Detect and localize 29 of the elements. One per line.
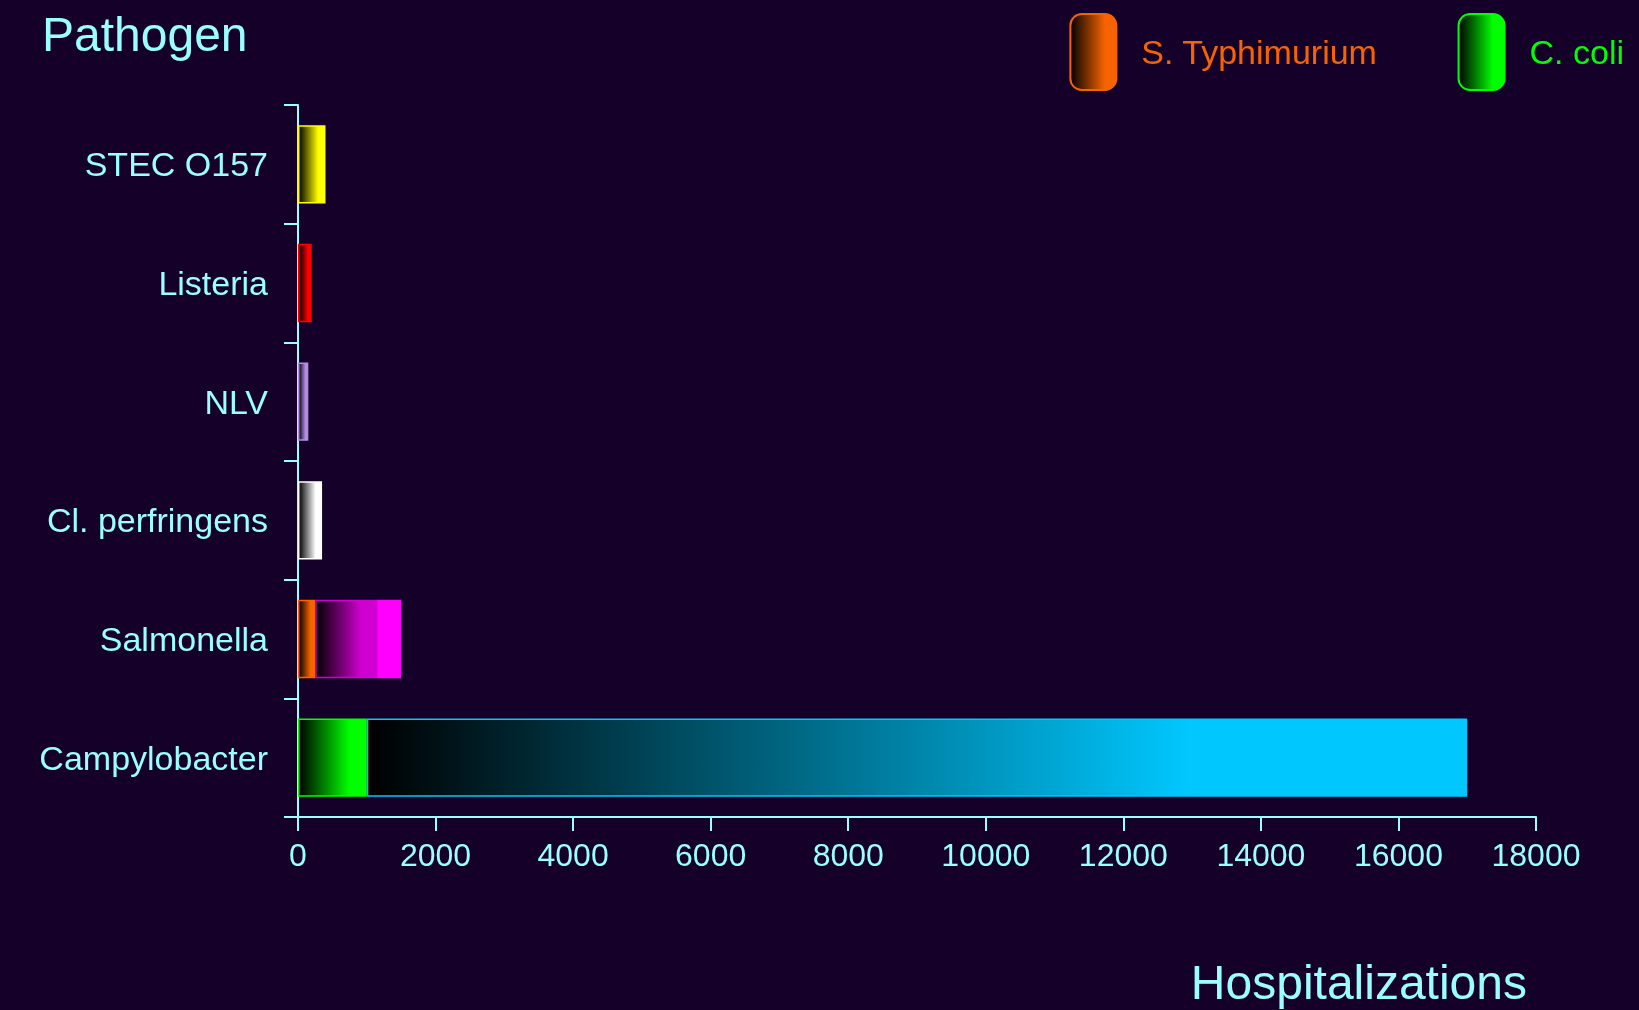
- bar: [298, 481, 323, 560]
- x-tick-label: 16000: [1353, 837, 1443, 873]
- x-tick-label: 10000: [941, 837, 1031, 873]
- y-tick-label: Listeria: [158, 264, 269, 302]
- y-axis-title: Pathogen: [42, 7, 248, 61]
- y-tick-label: Campylobacter: [39, 738, 268, 777]
- x-tick-label: 4000: [537, 837, 609, 873]
- bar: [298, 362, 309, 441]
- x-tick-label: 12000: [1078, 837, 1168, 873]
- y-tick-label: NLV: [204, 382, 269, 421]
- y-tick-label: Cl. perfringens: [46, 501, 268, 540]
- x-tick-label: 6000: [675, 837, 747, 873]
- x-tick-label: 2000: [399, 837, 472, 873]
- bar: [298, 718, 367, 797]
- bar: [315, 599, 378, 679]
- x-tick-label: 8000: [812, 837, 884, 873]
- legend-label: C. coli: [1529, 33, 1625, 71]
- y-tick-label: Salmonella: [99, 620, 269, 658]
- bar: [298, 243, 312, 323]
- x-axis-title: Hospitalizations: [1190, 955, 1528, 1009]
- x-tick-label: 14000: [1216, 837, 1306, 873]
- bar: [366, 718, 1468, 797]
- y-tick-label: STEC O157: [84, 145, 268, 184]
- x-tick-label: 0: [289, 837, 307, 873]
- bar: [298, 125, 326, 204]
- bar: [298, 599, 316, 679]
- bar: [377, 599, 402, 679]
- legend-label: S. Typhimurium: [1141, 33, 1377, 71]
- x-tick-label: 18000: [1491, 837, 1581, 873]
